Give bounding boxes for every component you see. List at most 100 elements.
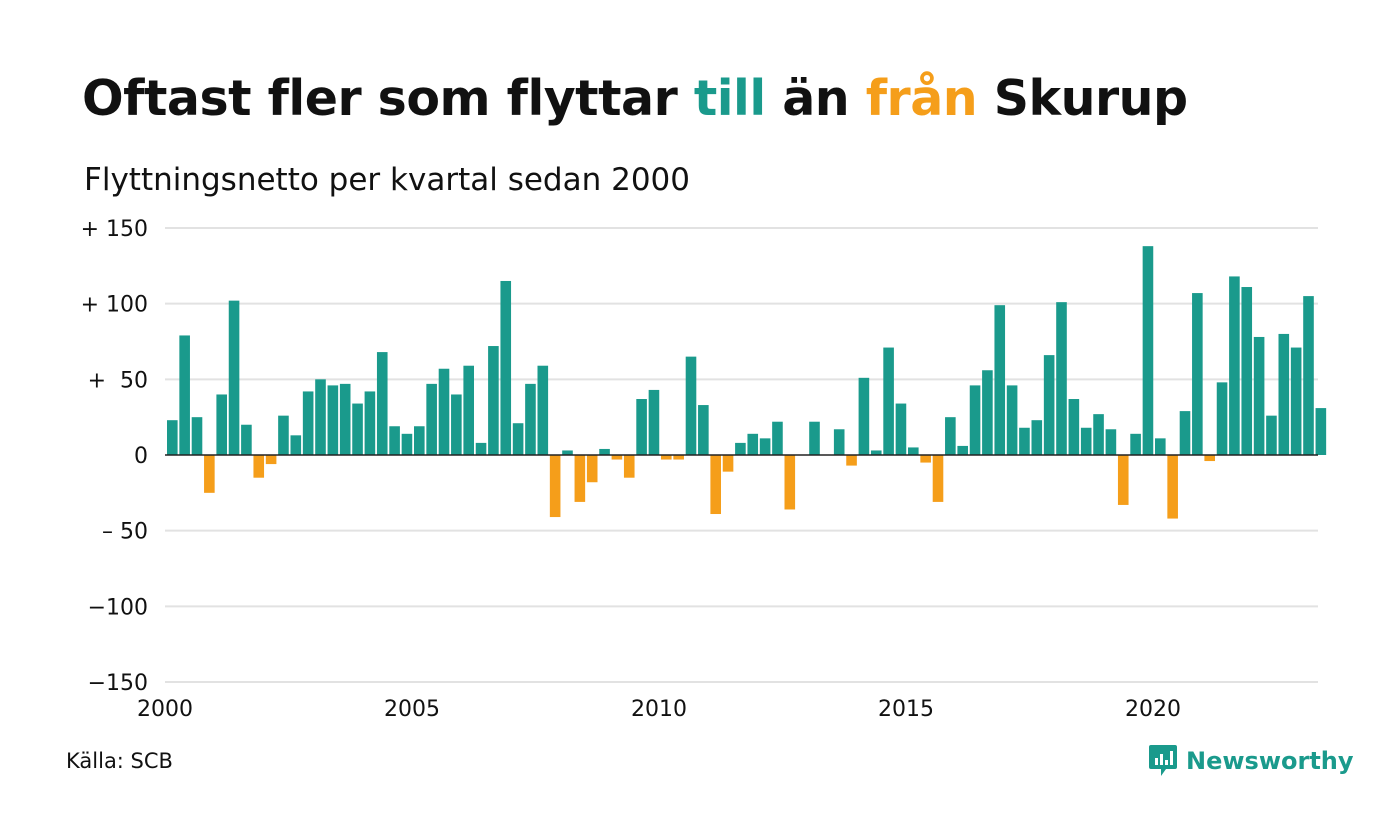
- bar: [364, 391, 376, 455]
- bar: [759, 438, 771, 455]
- bar: [1130, 433, 1141, 455]
- bar: [426, 383, 437, 455]
- bar: [352, 403, 363, 455]
- bar: [562, 450, 573, 455]
- bar: [722, 455, 734, 472]
- bar: [1068, 399, 1080, 455]
- y-tick-label: + 150: [81, 217, 148, 242]
- bar: [512, 423, 524, 455]
- bar: [833, 429, 845, 455]
- bar: [611, 455, 623, 460]
- bar: [488, 346, 499, 455]
- bar: [302, 391, 314, 455]
- bar: [463, 365, 474, 455]
- bar: [179, 335, 190, 455]
- bar: [216, 394, 227, 455]
- bar: [1093, 414, 1104, 455]
- bar: [747, 433, 759, 455]
- bar: [1006, 385, 1018, 455]
- y-tick-label: 0: [134, 444, 148, 469]
- bar: [735, 442, 746, 455]
- bar: [1216, 382, 1228, 455]
- bar: [945, 417, 956, 455]
- bar: [1303, 296, 1314, 455]
- bar: [228, 300, 240, 455]
- x-tick-label: 2000: [137, 697, 193, 722]
- y-tick-label: −100: [88, 595, 148, 620]
- chart-title: Oftast fler som flyttar till än från Sku…: [82, 70, 1188, 127]
- bar: [265, 455, 277, 465]
- bar: [414, 426, 425, 455]
- y-tick-label: – 50: [102, 520, 148, 545]
- bar: [1056, 302, 1067, 455]
- bar: [710, 455, 721, 515]
- bar: [451, 394, 462, 455]
- bar: [1290, 347, 1302, 455]
- chart-subtitle: Flyttningsnetto per kvartal sedan 2000: [84, 162, 690, 198]
- bar: [1315, 408, 1327, 455]
- bar: [982, 370, 993, 455]
- y-tick-label: + 100: [81, 293, 148, 318]
- x-tick-label: 2005: [384, 697, 440, 722]
- bar: [1117, 455, 1129, 505]
- newsworthy-logo-icon: [1149, 745, 1177, 776]
- bar: [1019, 427, 1030, 455]
- bar: [253, 455, 265, 478]
- bar: [623, 455, 635, 478]
- bar: [1179, 411, 1191, 455]
- bar: [339, 383, 351, 455]
- title-word-from: från: [865, 70, 978, 127]
- bar: [500, 280, 512, 455]
- title-part-2: än: [765, 70, 866, 127]
- bar: [191, 417, 203, 455]
- bar: [1043, 355, 1055, 455]
- brand-name: Newsworthy: [1186, 747, 1354, 775]
- y-tick-label: + 50: [88, 368, 148, 393]
- bar: [1278, 333, 1290, 455]
- bar: [1105, 429, 1117, 455]
- bar: [401, 433, 413, 455]
- bar: [1155, 438, 1166, 455]
- bar: [698, 405, 709, 455]
- bar: [376, 352, 388, 455]
- bar: [278, 415, 289, 455]
- bar: [537, 365, 549, 455]
- bar: [908, 447, 919, 455]
- bar: [648, 389, 660, 455]
- bar: [673, 455, 684, 460]
- bar: [870, 450, 882, 455]
- bar: [574, 455, 586, 502]
- bar: [636, 399, 647, 455]
- bar: [204, 455, 215, 493]
- bar: [389, 426, 400, 455]
- x-tick-label: 2010: [631, 697, 687, 722]
- y-tick-label: −150: [88, 671, 148, 696]
- bar: [772, 421, 783, 455]
- title-word-to: till: [693, 70, 766, 127]
- bar: [969, 385, 981, 455]
- bar: [858, 377, 870, 455]
- bar: [1031, 420, 1043, 455]
- bar: [932, 455, 944, 502]
- grid-layer: [165, 227, 1318, 683]
- bar: [438, 368, 450, 455]
- bar: [784, 455, 796, 510]
- title-part-1: Oftast fler som flyttar: [82, 70, 694, 127]
- bar: [290, 435, 302, 455]
- bar: [661, 455, 672, 460]
- x-tick-label: 2020: [1125, 697, 1181, 722]
- bar-layer: [167, 246, 1327, 519]
- bar: [1253, 336, 1265, 455]
- source-note: Källa: SCB: [66, 749, 173, 773]
- bar: [241, 424, 252, 455]
- bar: [994, 305, 1006, 455]
- bar: [920, 455, 931, 463]
- brand-logo: Newsworthy: [1148, 744, 1354, 778]
- bar: [525, 383, 536, 455]
- bar: [685, 356, 697, 455]
- bar: [1266, 415, 1277, 455]
- bar: [883, 347, 894, 455]
- bar: [895, 403, 907, 455]
- bar: [549, 455, 561, 518]
